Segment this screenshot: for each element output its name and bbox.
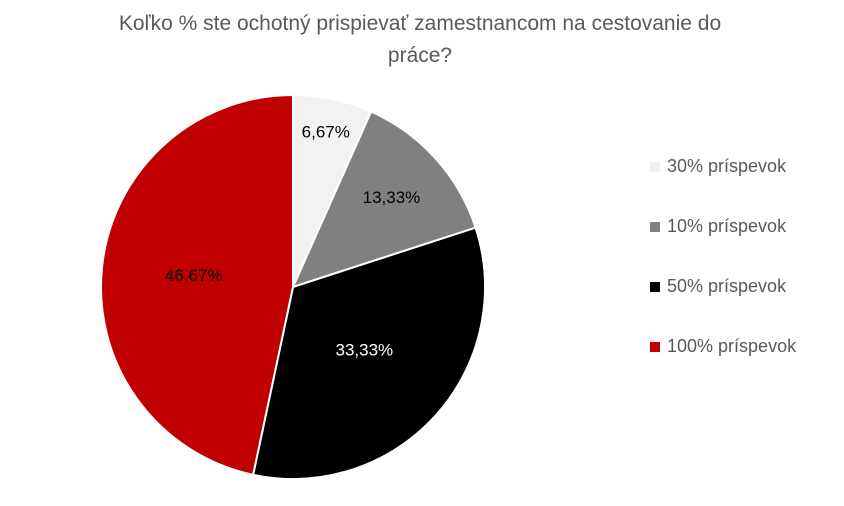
data-label: 46,67% xyxy=(165,266,223,285)
legend-swatch xyxy=(650,162,660,172)
pie-slice xyxy=(100,93,294,477)
legend-label: 100% príspevok xyxy=(667,336,797,356)
legend-swatch xyxy=(650,222,660,232)
legend-label: 30% príspevok xyxy=(667,156,787,176)
chart-title: Koľko % ste ochotný prispievať zamestnan… xyxy=(118,12,722,67)
legend-label: 50% príspevok xyxy=(667,276,787,296)
legend-swatch xyxy=(650,342,660,352)
pie-slice xyxy=(251,226,486,480)
data-label: 6,67% xyxy=(302,122,350,141)
legend-label: 10% príspevok xyxy=(667,216,787,236)
pie-slice xyxy=(291,110,477,289)
data-label: 13,33% xyxy=(363,188,421,207)
data-label: 33,33% xyxy=(336,341,394,360)
legend-swatch xyxy=(650,282,660,292)
